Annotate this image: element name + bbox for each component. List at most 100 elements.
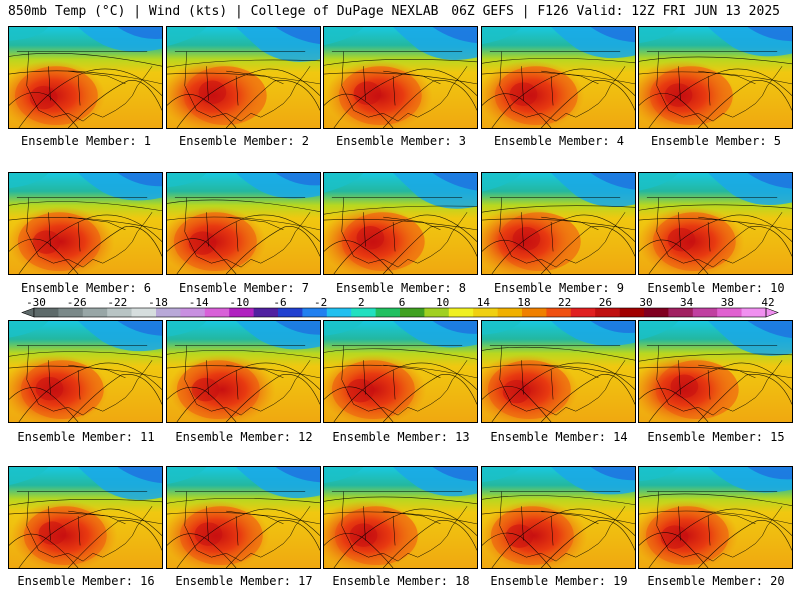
temperature-map <box>9 173 162 274</box>
ensemble-member-label: Ensemble Member: 17 <box>175 574 313 588</box>
colorbar-tick-label: -30 <box>26 296 46 309</box>
colorbar-swatch <box>82 308 108 317</box>
temperature-map <box>167 173 320 274</box>
colorbar-tick-label: -26 <box>67 296 87 309</box>
colorbar-swatch <box>570 308 596 317</box>
ensemble-member-map <box>8 466 163 569</box>
temperature-map <box>9 27 162 128</box>
temperature-map <box>639 27 792 128</box>
temperature-map <box>482 467 635 568</box>
ensemble-member-label: Ensemble Member: 16 <box>17 574 155 588</box>
temperature-map <box>639 321 792 422</box>
ensemble-member-map <box>323 172 478 275</box>
ensemble-member-map <box>8 172 163 275</box>
colorbar-swatch <box>156 308 181 317</box>
colorbar-tick-label: 34 <box>680 296 694 309</box>
ensemble-member-map <box>166 466 321 569</box>
ensemble-member-label: Ensemble Member: 4 <box>493 134 625 148</box>
colorbar-swatch <box>473 308 498 317</box>
ensemble-member-label: Ensemble Member: 14 <box>490 430 628 444</box>
ensemble-member-map <box>638 26 793 129</box>
ensemble-member-label: Ensemble Member: 11 <box>17 430 155 444</box>
colorbar-swatch <box>204 308 230 317</box>
temperature-map <box>324 321 477 422</box>
colorbar-tick-label: 42 <box>761 296 774 309</box>
ensemble-member-map <box>481 320 636 423</box>
ensemble-member-map <box>8 26 163 129</box>
ensemble-member-map <box>638 466 793 569</box>
temperature-map <box>324 173 477 274</box>
colorbar-swatch <box>668 308 694 317</box>
ensemble-member-map <box>638 320 793 423</box>
colorbar-swatch <box>326 308 352 317</box>
ensemble-member-label: Ensemble Member: 1 <box>20 134 152 148</box>
temperature-map <box>639 467 792 568</box>
ensemble-member-label: Ensemble Member: 18 <box>332 574 470 588</box>
colorbar-swatch <box>375 308 401 317</box>
colorbar-swatch <box>131 308 157 317</box>
ensemble-member-map <box>8 320 163 423</box>
temperature-map <box>167 27 320 128</box>
ensemble-member-map <box>323 466 478 569</box>
ensemble-member-map <box>323 26 478 129</box>
temperature-map <box>324 27 477 128</box>
colorbar-tick-label: 18 <box>517 296 530 309</box>
colorbar-max-arrow <box>765 307 779 318</box>
temperature-map <box>9 321 162 422</box>
ensemble-member-label: Ensemble Member: 12 <box>175 430 313 444</box>
colorbar-swatch <box>497 308 523 317</box>
temperature-map <box>167 467 320 568</box>
colorbar-tick-label: -6 <box>273 296 286 309</box>
ensemble-member-label: Ensemble Member: 3 <box>335 134 467 148</box>
colorbar-swatch <box>644 308 669 317</box>
colorbar-tick-label: 2 <box>358 296 365 309</box>
colorbar-swatch <box>278 308 303 317</box>
colorbar-outline <box>33 307 767 318</box>
temperature-map <box>324 467 477 568</box>
colorbar-swatch <box>424 308 450 317</box>
colorbar-tick-label: -14 <box>189 296 209 309</box>
temperature-map <box>9 467 162 568</box>
ensemble-member-map <box>481 466 636 569</box>
colorbar-swatch <box>180 308 206 317</box>
colorbar-tick-label: 38 <box>721 296 734 309</box>
colorbar-swatch <box>107 308 132 317</box>
temperature-map <box>482 27 635 128</box>
ensemble-member-map <box>166 172 321 275</box>
colorbar-swatch <box>619 308 645 317</box>
colorbar-tick-label: 14 <box>477 296 491 309</box>
ensemble-member-map <box>166 26 321 129</box>
colorbar-tick-label: -10 <box>229 296 249 309</box>
ensemble-member-label: Ensemble Member: 2 <box>178 134 310 148</box>
colorbar-swatch <box>302 308 328 317</box>
ensemble-member-label: Ensemble Member: 15 <box>647 430 785 444</box>
colorbar-graphic: -30 -26 -22 -18 -14 -10 -6 -2 2 6 10 14 18 22 26 30 34 38… <box>21 296 779 318</box>
colorbar-swatch <box>717 308 742 317</box>
ensemble-member-label: Ensemble Member: 6 <box>20 281 152 295</box>
colorbar-tick-label: 30 <box>639 296 652 309</box>
colorbar-swatch <box>741 308 767 317</box>
colorbar-swatch <box>546 308 572 317</box>
temperature-map <box>639 173 792 274</box>
model-run-title: 06Z GEFS | F126 Valid: 12Z FRI JUN 13 20… <box>451 4 780 19</box>
ensemble-member-label: Ensemble Member: 20 <box>647 574 785 588</box>
ensemble-member-label: Ensemble Member: 19 <box>490 574 628 588</box>
ensemble-member-label: Ensemble Member: 8 <box>335 281 467 295</box>
colorbar-tick-label: -22 <box>107 296 127 309</box>
colorbar-swatch <box>58 308 84 317</box>
colorbar-swatch <box>351 308 376 317</box>
colorbar-swatch <box>253 308 279 317</box>
ensemble-member-map <box>481 172 636 275</box>
temperature-map <box>167 321 320 422</box>
colorbar-swatch <box>448 308 474 317</box>
colorbar-tick-label: 22 <box>558 296 571 309</box>
colorbar-min-arrow <box>21 307 35 318</box>
temperature-map <box>482 321 635 422</box>
colorbar-tick-label: -2 <box>314 296 327 309</box>
colorbar-tick-label: -18 <box>148 296 168 309</box>
map-title: 850mb Temp (°C) | Wind (kts) | College o… <box>8 4 439 19</box>
colorbar-tick-label: 26 <box>599 296 612 309</box>
ensemble-member-label: Ensemble Member: 13 <box>332 430 470 444</box>
ensemble-member-label: Ensemble Member: 10 <box>647 281 785 295</box>
colorbar-swatch <box>400 308 425 317</box>
